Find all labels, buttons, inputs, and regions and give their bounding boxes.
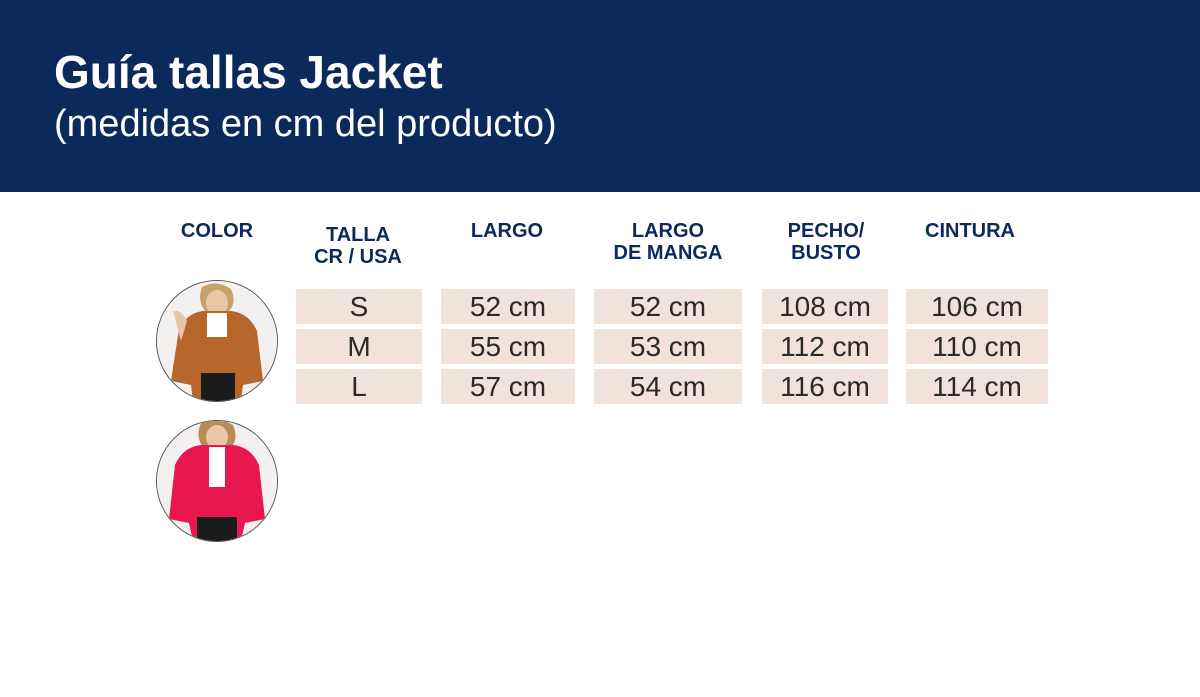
header-banner: Guía tallas Jacket (medidas en cm del pr…: [0, 0, 1200, 192]
column-header-cintura: CINTURA: [925, 220, 1015, 242]
cell-talla-m: M: [296, 329, 422, 364]
cell-largo-s: 52 cm: [441, 289, 575, 324]
color-swatch-camel: [156, 280, 278, 402]
cell-cintura-s: 106 cm: [906, 289, 1048, 324]
cell-talla-s: S: [296, 289, 422, 324]
cell-talla-l: L: [296, 369, 422, 404]
page-subtitle: (medidas en cm del producto): [54, 103, 557, 145]
column-header-talla: TALLA CR / USA: [314, 224, 402, 268]
cell-largo-m: 55 cm: [441, 329, 575, 364]
cell-largo-l: 57 cm: [441, 369, 575, 404]
column-header-largo: LARGO: [470, 220, 544, 242]
cell-largo-manga-l: 54 cm: [594, 369, 742, 404]
page-title: Guía tallas Jacket: [54, 46, 443, 98]
column-header-color: COLOR: [180, 220, 254, 242]
cell-cintura-l: 114 cm: [906, 369, 1048, 404]
column-header-pecho-busto: PECHO/ BUSTO: [787, 220, 865, 264]
cell-largo-manga-m: 53 cm: [594, 329, 742, 364]
cell-cintura-m: 110 cm: [906, 329, 1048, 364]
cell-pecho-m: 112 cm: [762, 329, 888, 364]
cell-pecho-s: 108 cm: [762, 289, 888, 324]
column-header-largo-de-manga: LARGO DE MANGA: [613, 220, 723, 264]
cell-largo-manga-s: 52 cm: [594, 289, 742, 324]
cell-pecho-l: 116 cm: [762, 369, 888, 404]
color-swatch-pink: [156, 420, 278, 542]
